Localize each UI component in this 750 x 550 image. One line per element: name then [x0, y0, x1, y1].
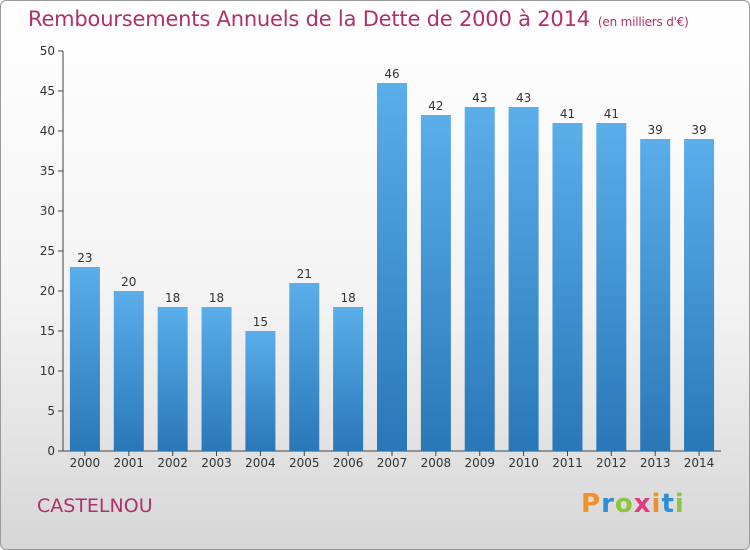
x-tick-label-2010: 2010 [508, 456, 539, 470]
y-tick-label: 50 [40, 44, 55, 58]
bar-2013[interactable] [640, 139, 671, 451]
x-tick-label-2014: 2014 [684, 456, 715, 470]
data-label-2014: 39 [691, 123, 706, 137]
bar-2006[interactable] [333, 307, 364, 451]
y-tick-label: 5 [47, 404, 55, 418]
data-label-2013: 39 [648, 123, 663, 137]
data-label-2000: 23 [77, 251, 92, 265]
bar-2012[interactable] [596, 123, 627, 451]
commune-name: CASTELNOU [37, 495, 153, 517]
x-tick-label-2009: 2009 [464, 456, 495, 470]
bar-2009[interactable] [464, 107, 495, 451]
bar-2011[interactable] [552, 123, 583, 451]
bar-2010[interactable] [508, 107, 539, 451]
data-label-2008: 42 [428, 99, 443, 113]
y-tick-label: 30 [40, 204, 55, 218]
x-tick-label-2007: 2007 [377, 456, 408, 470]
chart-title: Remboursements Annuels de la Dette de 20… [28, 7, 689, 31]
y-tick-label: 20 [40, 284, 55, 298]
y-tick-label: 15 [40, 324, 55, 338]
x-tick-label-2012: 2012 [596, 456, 627, 470]
bar-2001[interactable] [113, 291, 144, 451]
y-tick-label: 45 [40, 84, 55, 98]
data-label-2007: 46 [384, 67, 399, 81]
data-label-2002: 18 [165, 291, 180, 305]
x-tick-label-2003: 2003 [201, 456, 232, 470]
x-tick-label-2002: 2002 [157, 456, 188, 470]
x-tick-label-2005: 2005 [289, 456, 320, 470]
y-tick-label: 25 [40, 244, 55, 258]
data-label-2004: 15 [253, 315, 268, 329]
y-tick-label: 35 [40, 164, 55, 178]
x-tick-label-2000: 2000 [70, 456, 101, 470]
bar-2000[interactable] [69, 267, 100, 451]
bar-2003[interactable] [201, 307, 232, 451]
bar-2005[interactable] [289, 283, 320, 451]
data-label-2010: 43 [516, 91, 531, 105]
y-tick-label: 40 [40, 124, 55, 138]
bar-2004[interactable] [245, 331, 276, 451]
bar-2007[interactable] [377, 83, 407, 451]
data-label-2009: 43 [472, 91, 487, 105]
y-tick-label: 0 [47, 444, 55, 458]
bar-2014[interactable] [684, 139, 715, 451]
x-tick-label-2001: 2001 [114, 456, 145, 470]
x-tick-label-2004: 2004 [245, 456, 276, 470]
data-label-2006: 18 [340, 291, 355, 305]
data-label-2005: 21 [297, 267, 312, 281]
chart-subtitle: (en milliers d'€) [597, 15, 689, 29]
x-tick-label-2006: 2006 [333, 456, 364, 470]
proxiti-logo[interactable]: Proxiti [581, 489, 685, 519]
x-tick-label-2011: 2011 [552, 456, 583, 470]
y-tick-label: 10 [40, 364, 55, 378]
data-label-2001: 20 [121, 275, 136, 289]
bar-2002[interactable] [157, 307, 188, 451]
x-tick-label-2013: 2013 [640, 456, 671, 470]
bar-2008[interactable] [420, 115, 451, 451]
x-tick-label-2008: 2008 [421, 456, 452, 470]
data-label-2011: 41 [560, 107, 575, 121]
data-label-2012: 41 [604, 107, 619, 121]
data-label-2003: 18 [209, 291, 224, 305]
